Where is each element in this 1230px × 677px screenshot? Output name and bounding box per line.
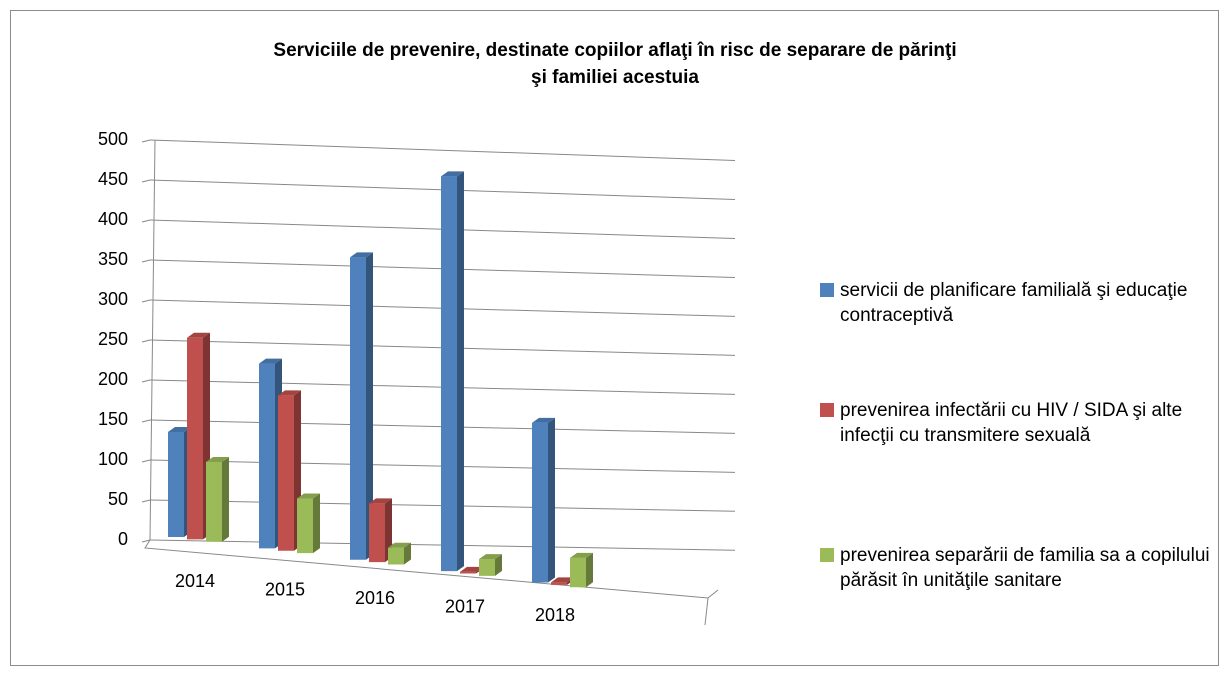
bar	[460, 571, 476, 574]
bar-side	[495, 554, 502, 576]
bar	[388, 547, 404, 565]
y-tick	[141, 179, 151, 183]
bar-top	[570, 552, 593, 558]
legend-label: prevenirea separării de familia sa a cop…	[840, 545, 1210, 591]
bar-top	[168, 427, 191, 432]
y-tick-label: 100	[98, 449, 128, 469]
y-tick-label: 0	[118, 529, 128, 549]
bar	[441, 176, 457, 572]
bar-side	[313, 493, 320, 554]
bar	[350, 257, 366, 560]
y-tick-label: 500	[98, 129, 128, 149]
bar	[206, 461, 222, 542]
y-tick	[141, 299, 151, 303]
floor-tick	[704, 597, 709, 626]
y-tick-label: 50	[108, 489, 128, 509]
y-tick	[141, 339, 151, 343]
bar-side	[457, 171, 464, 572]
y-axis	[149, 139, 156, 541]
bar-top	[350, 252, 373, 258]
bar	[168, 432, 184, 537]
bar-top	[259, 358, 282, 364]
y-tick	[141, 539, 151, 543]
bar-side	[366, 252, 373, 560]
bar-side	[548, 417, 555, 583]
bar-top	[369, 498, 392, 504]
y-tick-label: 300	[98, 289, 128, 309]
bar	[551, 582, 567, 585]
bar-top	[297, 493, 320, 499]
bar-top	[532, 417, 555, 423]
y-tick	[141, 419, 151, 423]
bar-side	[222, 456, 229, 542]
legend-swatch	[820, 548, 834, 562]
y-tick-label: 150	[98, 409, 128, 429]
x-tick-label: 2016	[355, 588, 395, 608]
bar	[297, 498, 313, 554]
bar-top	[388, 542, 411, 548]
chart-title: Serviciile de prevenire, destinate copii…	[273, 40, 957, 61]
legend-swatch	[820, 283, 834, 297]
y-tick-label: 450	[98, 169, 128, 189]
y-tick-label: 400	[98, 209, 128, 229]
bar	[570, 557, 586, 588]
bar-side	[586, 552, 593, 588]
y-tick	[141, 139, 151, 143]
bar	[479, 559, 495, 576]
bar	[259, 363, 275, 549]
x-tick-label: 2018	[535, 605, 575, 625]
chart-border	[10, 10, 1219, 666]
y-tick	[141, 459, 151, 463]
bar	[532, 422, 548, 583]
bar	[278, 395, 294, 551]
y-tick	[141, 219, 151, 223]
grid-line	[149, 139, 736, 162]
bar-top	[479, 554, 502, 560]
floor-edge	[144, 539, 719, 599]
y-tick	[141, 499, 151, 503]
y-tick-label: 250	[98, 329, 128, 349]
x-tick-label: 2017	[445, 596, 485, 616]
y-tick	[141, 379, 151, 383]
y-tick	[141, 259, 151, 263]
bar-top	[460, 566, 483, 572]
x-tick-label: 2014	[175, 571, 215, 591]
legend-label: servicii de planificare familială şi edu…	[840, 280, 1188, 326]
bar-top	[187, 332, 210, 338]
bar-top	[206, 456, 229, 462]
legend-label: prevenirea infectării cu HIV / SIDA şi a…	[840, 400, 1183, 446]
bar-top	[551, 577, 574, 583]
bar-side	[404, 542, 411, 565]
y-tick-label: 200	[98, 369, 128, 389]
bar	[187, 337, 203, 540]
bar	[369, 503, 385, 563]
chart-title: şi familiei acestuia	[531, 67, 699, 88]
x-tick-label: 2015	[265, 579, 305, 599]
legend-swatch	[820, 403, 834, 417]
bar-top	[441, 171, 464, 177]
bar-top	[278, 390, 301, 396]
y-tick-label: 350	[98, 249, 128, 269]
